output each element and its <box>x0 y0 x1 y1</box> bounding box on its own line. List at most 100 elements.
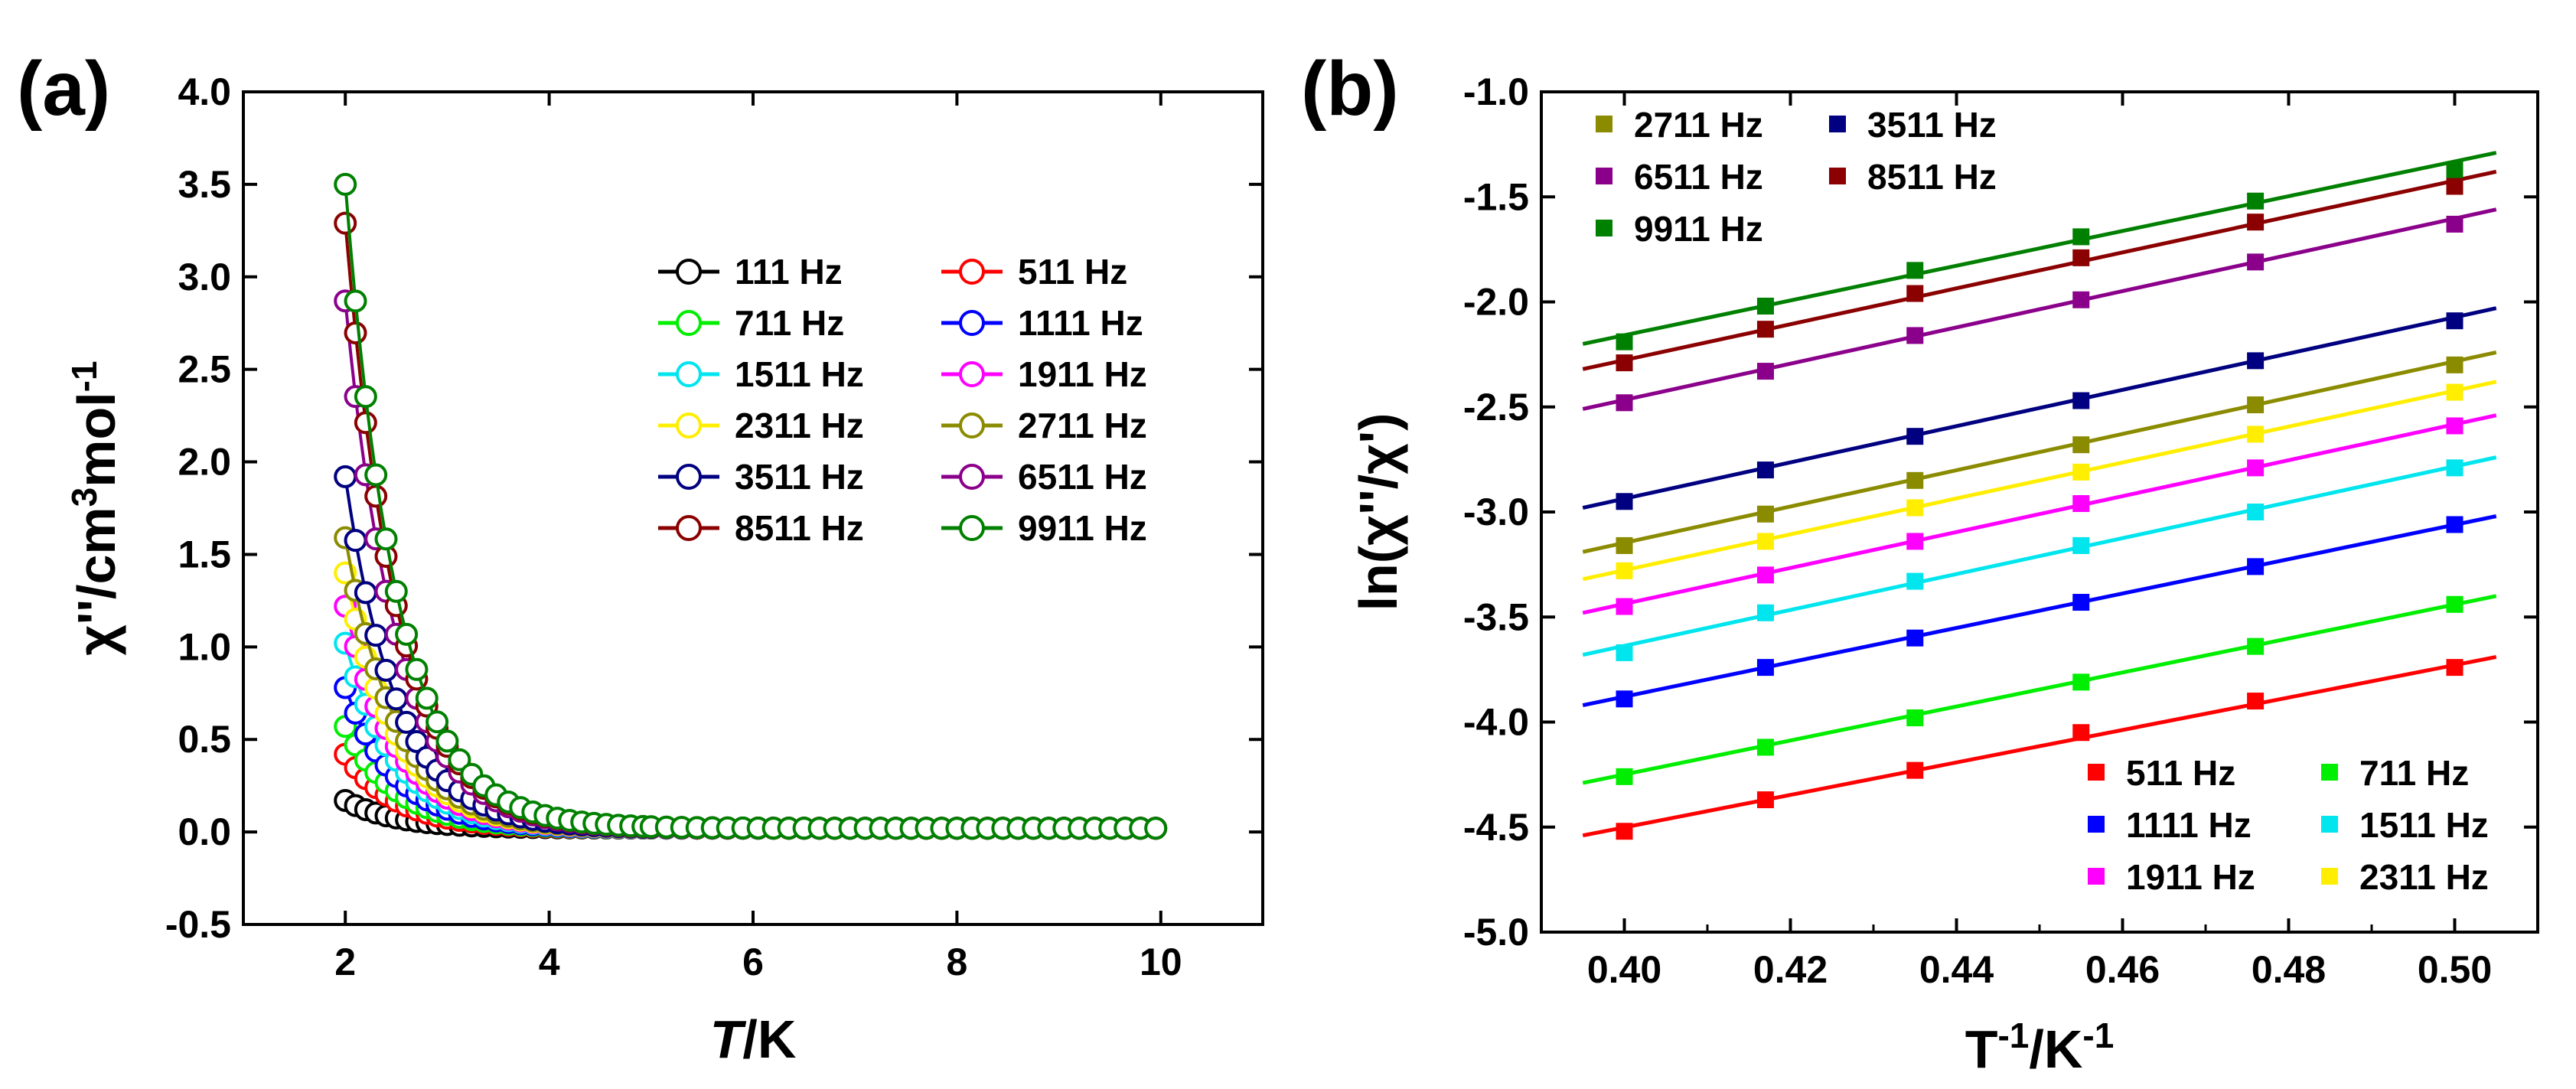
panel-b-data-point <box>2247 459 2265 477</box>
panel-b-data-point <box>2247 396 2265 414</box>
panel-b-fit-line <box>1582 380 2497 582</box>
panel-a-y-tick-label: 0.5 <box>178 718 231 761</box>
panel-b-data-point <box>1756 363 1774 380</box>
panel-a-y-axis-title: χ''/cm3mol-1 <box>64 360 126 655</box>
panel-b-fit-line <box>1582 413 2497 615</box>
panel-b-data-point <box>2446 161 2464 178</box>
panel-a-data-point <box>364 484 388 508</box>
panel-b-data-point <box>1756 791 1774 809</box>
panel-b-series-1911-hz <box>1582 413 2497 615</box>
panel-b-series-9911-hz <box>1582 151 2497 351</box>
panel-b-fit-line <box>1582 594 2497 785</box>
panel-b-data-point <box>1906 285 1924 302</box>
panel-b-legend-label: 2711 Hz <box>1634 105 1763 145</box>
panel-b-data-point <box>2446 659 2464 677</box>
panel-a-legend-marker <box>959 464 985 490</box>
panel-b-data-point <box>2072 463 2090 481</box>
panel-b-x-tick-label: 0.44 <box>1919 948 1994 991</box>
panel-b-data-point <box>2072 436 2090 454</box>
panel-b-x-axis-title: T-1/K-1 <box>1965 1016 2115 1079</box>
panel-b-data-point <box>1616 493 1633 510</box>
panel-b-legend-label: 1511 Hz <box>2359 805 2489 845</box>
panel-b-legend-bottom-item-2311-hz: 2311 Hz <box>2321 857 2489 897</box>
panel-b-x-axis-title-mid: /K <box>2029 1019 2082 1079</box>
panel-b-x-tick-label: 0.40 <box>1587 948 1661 991</box>
panel-a-data-point <box>448 748 471 771</box>
panel-a-legend-item-6511-hz: 6511 Hz <box>941 457 1147 497</box>
panel-b-data-point <box>2072 228 2090 246</box>
panel-a-data-point <box>364 624 388 647</box>
panel-a-legend-label: 711 Hz <box>735 303 844 343</box>
panel-b-data-point <box>1616 394 1633 412</box>
panel-b-legend-marker <box>2321 764 2338 781</box>
panel-a-y-tick-label: -0.5 <box>165 903 231 946</box>
panel-b-x-tick-label: 0.48 <box>2252 948 2326 991</box>
panel-a-y-tick-label: 2.0 <box>178 441 231 484</box>
panel-a-x-tick-label: 2 <box>334 941 356 983</box>
panel-b-data-point <box>1616 690 1633 708</box>
panel-b-series-711-hz <box>1582 594 2497 785</box>
panel-b-data-point <box>1616 562 1633 579</box>
panel-b-y-tick-label: -4.5 <box>1463 806 1529 849</box>
panel-a-legend-item-3511-hz: 3511 Hz <box>658 457 864 497</box>
panel-b-x-axis-title-sup1: -1 <box>1997 1016 2029 1055</box>
panel-a-data-point <box>1144 817 1168 840</box>
panel-b-series-511-hz <box>1582 654 2497 840</box>
panel-b-data-point <box>2446 312 2464 330</box>
panel-b-data-point <box>1906 262 1924 279</box>
panel-a-legend-marker <box>676 464 702 490</box>
panel-b-series-3511-hz <box>1582 306 2497 510</box>
panel-a-legend-label: 1511 Hz <box>735 354 864 394</box>
panel-b-data-point <box>2446 215 2464 233</box>
panel-a-legend-item-111-hz: 111 Hz <box>658 252 843 292</box>
panel-b-series-group <box>1582 151 2497 840</box>
panel-a-ticks: 2 4 6 8 10 -0.5 0.0 0.5 1.0 1.5 2.0 2.5 3.0 3.5 4.0 <box>165 70 1263 983</box>
panel-a-legend-label: 1111 Hz <box>1018 303 1143 343</box>
panel-a-data-point <box>374 527 398 551</box>
panel-a-legend-marker <box>959 310 985 336</box>
panel-a-x-tick-label: 6 <box>742 941 764 983</box>
panel-a-label: (a) <box>17 46 110 132</box>
panel-b-data-point <box>2247 352 2265 370</box>
panel-b-data-point <box>2446 417 2464 435</box>
panel-b-y-axis-title: ln(χ''/χ') <box>1348 413 1408 611</box>
panel-b-legend-bottom-item-1111-hz: 1111 Hz <box>2088 805 2252 845</box>
panel-a-x-tick-label: 8 <box>946 941 967 983</box>
panel-a-legend-item-511-hz: 511 Hz <box>941 252 1127 292</box>
panel-b-legend-top-item-3511-hz: 3511 Hz <box>1829 105 1997 145</box>
panel-b-data-point <box>1906 327 1924 344</box>
panel-a-series-9911-hz <box>334 172 1168 840</box>
panel-b-legend: 2711 Hz 3511 Hz 6511 Hz 8511 Hz 9911 Hz 511 H… <box>1596 105 2489 897</box>
panel-b-data-point <box>1906 761 1924 779</box>
panel-b-legend-label: 8511 Hz <box>1867 157 1997 197</box>
panel-b-data-point <box>2072 673 2090 691</box>
panel-a-data-point <box>354 581 377 605</box>
panel-b-x-axis-title-main: T <box>1965 1019 1998 1079</box>
panel-a-series-group <box>334 172 1168 840</box>
panel-b-data-point <box>1616 354 1633 372</box>
panel-b-y-tick-label: -4.0 <box>1463 701 1529 744</box>
panel-b-legend-marker <box>2088 764 2105 781</box>
panel-a-data-point <box>354 385 377 409</box>
panel-b-legend-marker <box>1596 220 1612 236</box>
panel-a-data-point <box>364 463 388 487</box>
panel-b-data-point <box>1616 536 1633 554</box>
panel-b-data-point <box>1906 428 1924 445</box>
panel-b-legend-label: 3511 Hz <box>1867 105 1997 145</box>
panel-b-data-point <box>2072 724 2090 742</box>
panel-a-legend-item-1511-hz: 1511 Hz <box>658 354 864 394</box>
panel-b-y-tick-label: -3.5 <box>1463 595 1529 638</box>
panel-a-legend-label: 6511 Hz <box>1018 457 1147 497</box>
panel-b-fit-line <box>1582 654 2497 838</box>
panel-b-legend-label: 2311 Hz <box>2359 857 2489 897</box>
panel-b-legend-label: 6511 Hz <box>1634 157 1763 197</box>
panel-a-legend-marker <box>676 310 702 336</box>
panel-a-y-tick-label: 4.0 <box>178 70 231 113</box>
panel-b-data-point <box>2072 392 2090 409</box>
panel-b-data-point <box>2247 253 2265 271</box>
panel-b-legend-top-item-8511-hz: 8511 Hz <box>1829 157 1997 197</box>
panel-a-legend-marker <box>959 412 985 439</box>
panel-a-legend-item-2711-hz: 2711 Hz <box>941 406 1147 445</box>
panel-b-legend-top-item-9911-hz: 9911 Hz <box>1596 209 1763 249</box>
panel-b-data-point <box>2446 356 2464 373</box>
